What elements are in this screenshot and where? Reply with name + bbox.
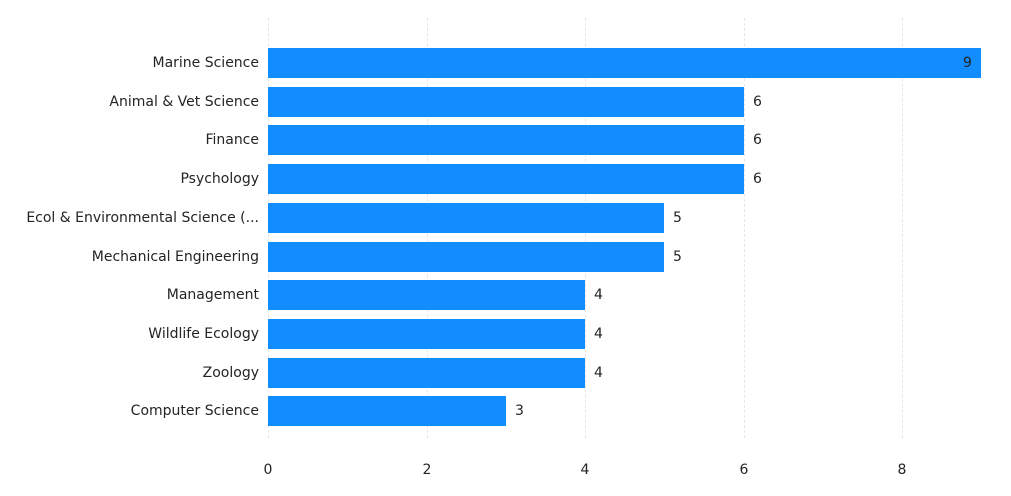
category-label: Wildlife Ecology xyxy=(148,326,259,342)
bar[interactable] xyxy=(268,87,744,117)
bar-row: Psychology 6 xyxy=(0,164,1011,194)
data-label: 9 xyxy=(963,55,972,71)
x-tick-label: 0 xyxy=(263,462,273,478)
bar-row: Management 4 xyxy=(0,280,1011,310)
gridline xyxy=(902,18,903,438)
x-tick-label: 2 xyxy=(422,462,432,478)
bar-row: Ecol & Environmental Science (... 5 xyxy=(0,203,1011,233)
bar-row: Finance 6 xyxy=(0,125,1011,155)
gridline xyxy=(744,18,745,438)
bar[interactable] xyxy=(268,319,585,349)
data-label: 3 xyxy=(515,403,524,419)
category-label: Finance xyxy=(205,132,259,148)
bar-row: Mechanical Engineering 5 xyxy=(0,242,1011,272)
x-tick-label: 6 xyxy=(739,462,749,478)
category-label: Zoology xyxy=(202,365,259,381)
data-label: 4 xyxy=(594,287,603,303)
category-label: Ecol & Environmental Science (... xyxy=(26,210,259,226)
category-label: Management xyxy=(166,287,259,303)
data-label: 6 xyxy=(753,132,762,148)
bar-row: Computer Science 3 xyxy=(0,396,1011,426)
bar-row: Marine Science 9 xyxy=(0,48,1011,78)
bar[interactable] xyxy=(268,242,664,272)
bar-row: Animal & Vet Science 6 xyxy=(0,87,1011,117)
bar[interactable] xyxy=(268,358,585,388)
x-tick-label: 8 xyxy=(897,462,907,478)
data-label: 4 xyxy=(594,326,603,342)
category-label: Computer Science xyxy=(130,403,259,419)
bar-row: Zoology 4 xyxy=(0,358,1011,388)
bar-row: Wildlife Ecology 4 xyxy=(0,319,1011,349)
bar[interactable] xyxy=(268,396,506,426)
bar[interactable] xyxy=(268,203,664,233)
category-label: Psychology xyxy=(180,171,259,187)
data-label: 4 xyxy=(594,365,603,381)
bar[interactable] xyxy=(268,164,744,194)
category-label: Animal & Vet Science xyxy=(109,94,259,110)
bar[interactable] xyxy=(268,280,585,310)
category-label: Mechanical Engineering xyxy=(91,249,259,265)
data-label: 6 xyxy=(753,171,762,187)
x-tick-label: 4 xyxy=(580,462,590,478)
category-label: Marine Science xyxy=(152,55,259,71)
bar[interactable] xyxy=(268,48,981,78)
data-label: 5 xyxy=(673,249,682,265)
data-label: 5 xyxy=(673,210,682,226)
bar[interactable] xyxy=(268,125,744,155)
data-label: 6 xyxy=(753,94,762,110)
